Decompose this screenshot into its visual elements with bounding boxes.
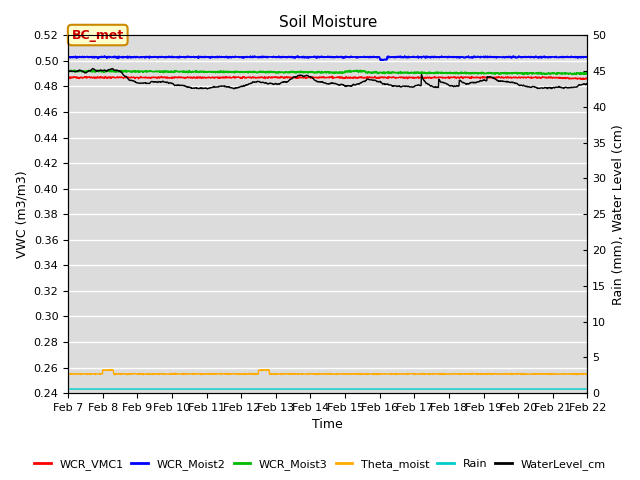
Y-axis label: Rain (mm), Water Level (cm): Rain (mm), Water Level (cm) (612, 124, 625, 305)
Title: Soil Moisture: Soil Moisture (278, 15, 377, 30)
Legend: WCR_VMC1, WCR_Moist2, WCR_Moist3, Theta_moist, Rain, WaterLevel_cm: WCR_VMC1, WCR_Moist2, WCR_Moist3, Theta_… (29, 455, 611, 474)
X-axis label: Time: Time (312, 419, 343, 432)
Text: BC_met: BC_met (72, 28, 124, 42)
Y-axis label: VWC (m3/m3): VWC (m3/m3) (15, 170, 28, 258)
